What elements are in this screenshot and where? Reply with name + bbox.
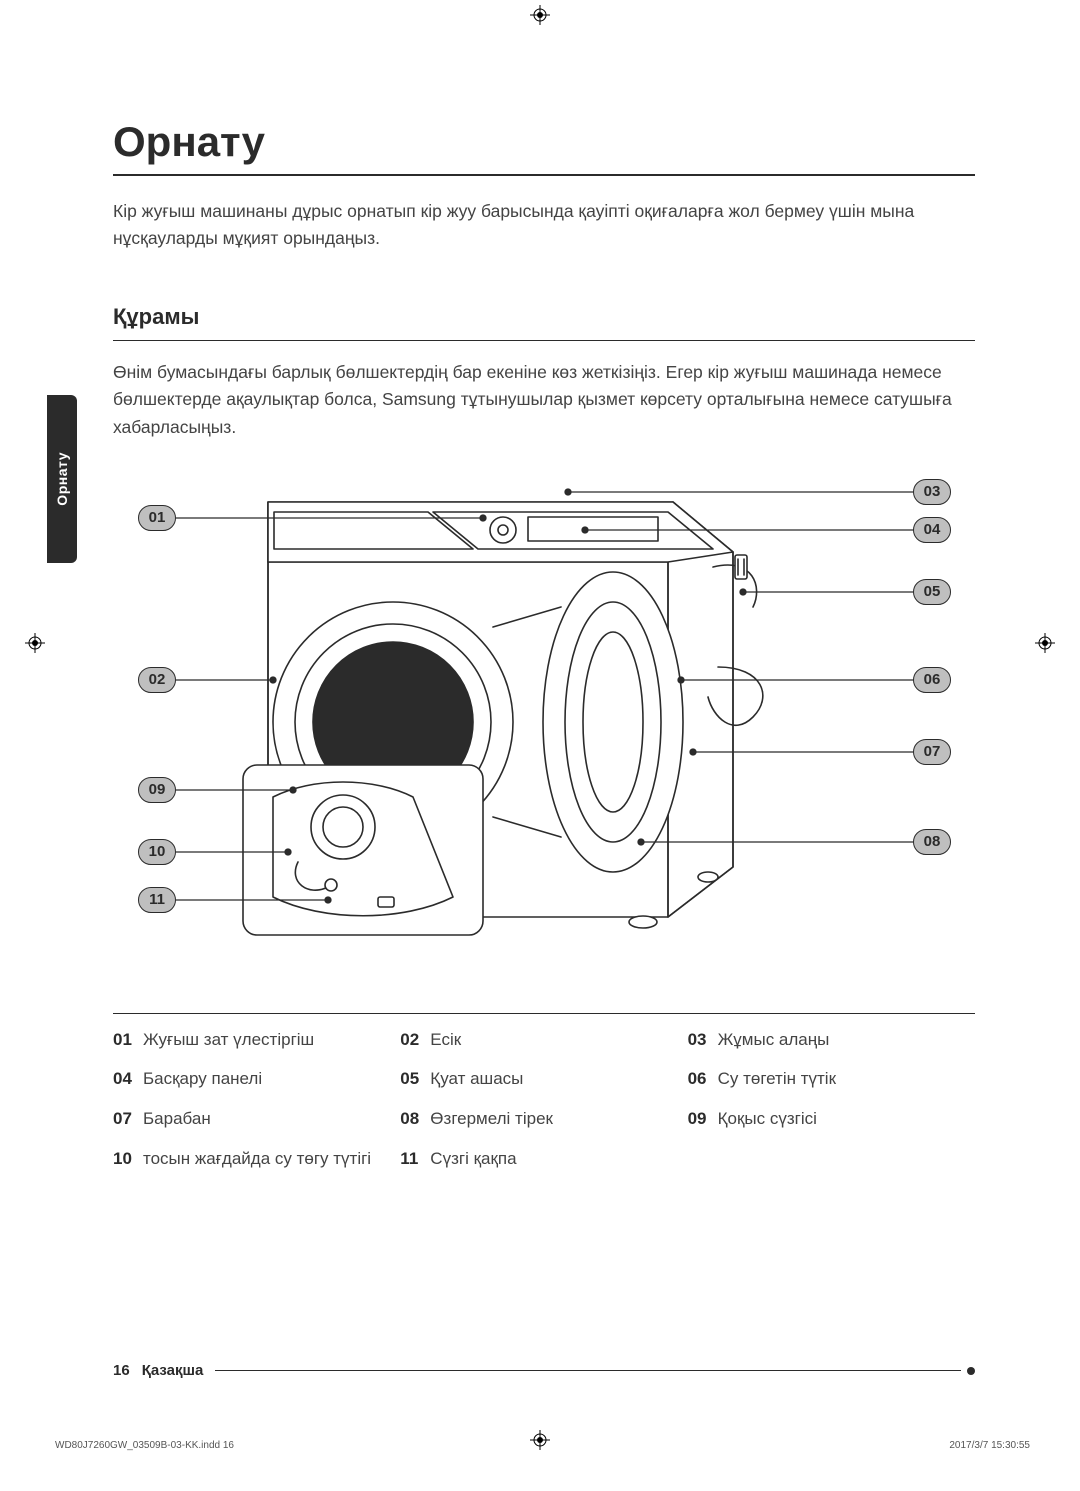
legend-label: Қуат ашасы bbox=[430, 1067, 677, 1091]
legend-item-03: 03Жұмыс алаңы bbox=[688, 1028, 975, 1052]
page: Орнату Орнату Кір жуғыш машинаны дұрыс о… bbox=[0, 0, 1080, 1491]
callout-05: 05 bbox=[913, 579, 951, 605]
legend-num: 07 bbox=[113, 1107, 143, 1131]
callout-11: 11 bbox=[138, 887, 176, 913]
legend-item-06: 06Су төгетін түтік bbox=[688, 1067, 975, 1091]
footer: 16 Қазақша bbox=[113, 1362, 975, 1379]
legend-num: 03 bbox=[688, 1028, 718, 1052]
legend-label: Барабан bbox=[143, 1107, 390, 1131]
side-tab-label: Орнату bbox=[54, 452, 70, 506]
legend: 01Жуғыш зат үлестіргіш02Есік03Жұмыс алаң… bbox=[113, 1028, 975, 1187]
legend-label: Жуғыш зат үлестіргіш bbox=[143, 1028, 390, 1052]
legend-item-11: 11Сүзгі қақпа bbox=[400, 1147, 687, 1171]
registration-mark-icon bbox=[25, 633, 45, 653]
legend-label: Жұмыс алаңы bbox=[718, 1028, 965, 1052]
legend-num: 09 bbox=[688, 1107, 718, 1131]
print-file: WD80J7260GW_03509B-03-KK.indd 16 bbox=[55, 1440, 234, 1451]
footer-page-number: 16 bbox=[113, 1362, 130, 1379]
content-area: Орнату Кір жуғыш машинаны дұрыс орнатып … bbox=[113, 118, 975, 1187]
legend-divider bbox=[113, 1013, 975, 1014]
legend-num: 10 bbox=[113, 1147, 143, 1171]
page-title: Орнату bbox=[113, 118, 975, 166]
washing-machine-illustration bbox=[113, 467, 975, 977]
registration-mark-icon bbox=[530, 5, 550, 25]
legend-num: 02 bbox=[400, 1028, 430, 1052]
callout-01: 01 bbox=[138, 505, 176, 531]
print-footer: WD80J7260GW_03509B-03-KK.indd 16 2017/3/… bbox=[55, 1440, 1030, 1451]
legend-item-01: 01Жуғыш зат үлестіргіш bbox=[113, 1028, 400, 1052]
callout-03: 03 bbox=[913, 479, 951, 505]
callout-07: 07 bbox=[913, 739, 951, 765]
legend-num: 06 bbox=[688, 1067, 718, 1091]
legend-num: 05 bbox=[400, 1067, 430, 1091]
section-intro: Өнім бумасындағы барлық бөлшектердің бар… bbox=[113, 359, 975, 440]
legend-item-10: 10тосын жағдайда су төгу түтігі bbox=[113, 1147, 400, 1171]
legend-label: тосын жағдайда су төгу түтігі bbox=[143, 1147, 390, 1171]
callout-06: 06 bbox=[913, 667, 951, 693]
legend-item-09: 09Қоқыс сүзгісі bbox=[688, 1107, 975, 1131]
intro-text: Кір жуғыш машинаны дұрыс орнатып кір жуу… bbox=[113, 198, 975, 252]
footer-language: Қазақша bbox=[142, 1362, 204, 1379]
callout-04: 04 bbox=[913, 517, 951, 543]
side-tab: Орнату bbox=[47, 395, 77, 563]
legend-item-05: 05Қуат ашасы bbox=[400, 1067, 687, 1091]
legend-item-04: 04Басқару панелі bbox=[113, 1067, 400, 1091]
registration-mark-icon bbox=[1035, 633, 1055, 653]
legend-num: 11 bbox=[400, 1147, 430, 1171]
legend-item-07: 07Барабан bbox=[113, 1107, 400, 1131]
footer-line bbox=[215, 1370, 961, 1371]
legend-label: Басқару панелі bbox=[143, 1067, 390, 1091]
legend-label: Қоқыс сүзгісі bbox=[718, 1107, 965, 1131]
callout-02: 02 bbox=[138, 667, 176, 693]
legend-num: 04 bbox=[113, 1067, 143, 1091]
section-divider bbox=[113, 340, 975, 341]
print-date: 2017/3/7 15:30:55 bbox=[949, 1440, 1030, 1451]
footer-dot-icon bbox=[967, 1367, 975, 1375]
callout-09: 09 bbox=[138, 777, 176, 803]
legend-label: Су төгетін түтік bbox=[718, 1067, 965, 1091]
legend-num: 01 bbox=[113, 1028, 143, 1052]
callout-10: 10 bbox=[138, 839, 176, 865]
legend-item-08: 08Өзгермелі тірек bbox=[400, 1107, 687, 1131]
section-title: Құрамы bbox=[113, 304, 975, 330]
callout-08: 08 bbox=[913, 829, 951, 855]
legend-label: Сүзгі қақпа bbox=[430, 1147, 677, 1171]
title-divider bbox=[113, 174, 975, 176]
legend-label: Есік bbox=[430, 1028, 677, 1052]
legend-label: Өзгермелі тірек bbox=[430, 1107, 677, 1131]
parts-diagram: 01 02 09 10 11 03 04 05 06 07 08 bbox=[113, 467, 975, 977]
legend-num: 08 bbox=[400, 1107, 430, 1131]
legend-item-02: 02Есік bbox=[400, 1028, 687, 1052]
